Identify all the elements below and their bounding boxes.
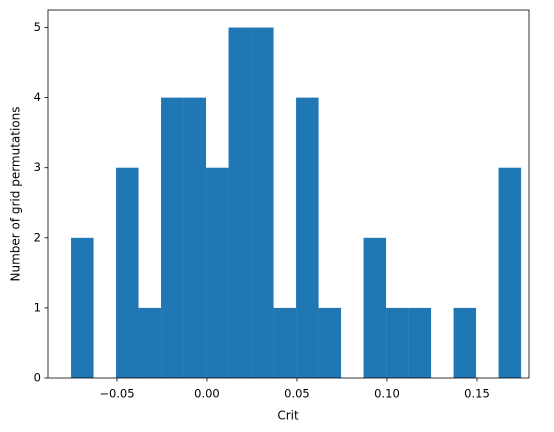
bar bbox=[161, 97, 184, 378]
bar bbox=[228, 27, 252, 379]
y-tick-label: 2 bbox=[34, 230, 41, 244]
bar bbox=[251, 27, 274, 379]
bar bbox=[498, 167, 522, 378]
bar bbox=[206, 167, 229, 378]
bar bbox=[386, 307, 409, 378]
x-tick-label: 0.15 bbox=[464, 387, 490, 401]
x-axis-title: Crit bbox=[277, 409, 299, 423]
bar bbox=[296, 97, 319, 378]
bar bbox=[183, 97, 207, 378]
y-axis-title: Number of grid permutations bbox=[9, 106, 23, 281]
y-tick-label: 4 bbox=[34, 90, 41, 104]
y-tick-label: 0 bbox=[34, 371, 41, 385]
x-tick-label: −0.05 bbox=[99, 387, 134, 401]
plot-frame bbox=[47, 9, 530, 379]
bar bbox=[116, 167, 139, 378]
x-tick-label: 0.10 bbox=[374, 387, 400, 401]
x-tick-label: 0.00 bbox=[194, 387, 220, 401]
y-tick-label: 1 bbox=[34, 300, 41, 314]
bar bbox=[453, 307, 477, 378]
bar bbox=[363, 237, 387, 378]
bar bbox=[138, 307, 162, 378]
bar bbox=[318, 307, 342, 378]
y-tick-label: 3 bbox=[34, 160, 41, 174]
bar bbox=[408, 307, 432, 378]
bar bbox=[71, 237, 94, 378]
bar bbox=[273, 307, 297, 378]
x-tick-label: 0.05 bbox=[284, 387, 310, 401]
y-tick-label: 5 bbox=[34, 20, 41, 34]
